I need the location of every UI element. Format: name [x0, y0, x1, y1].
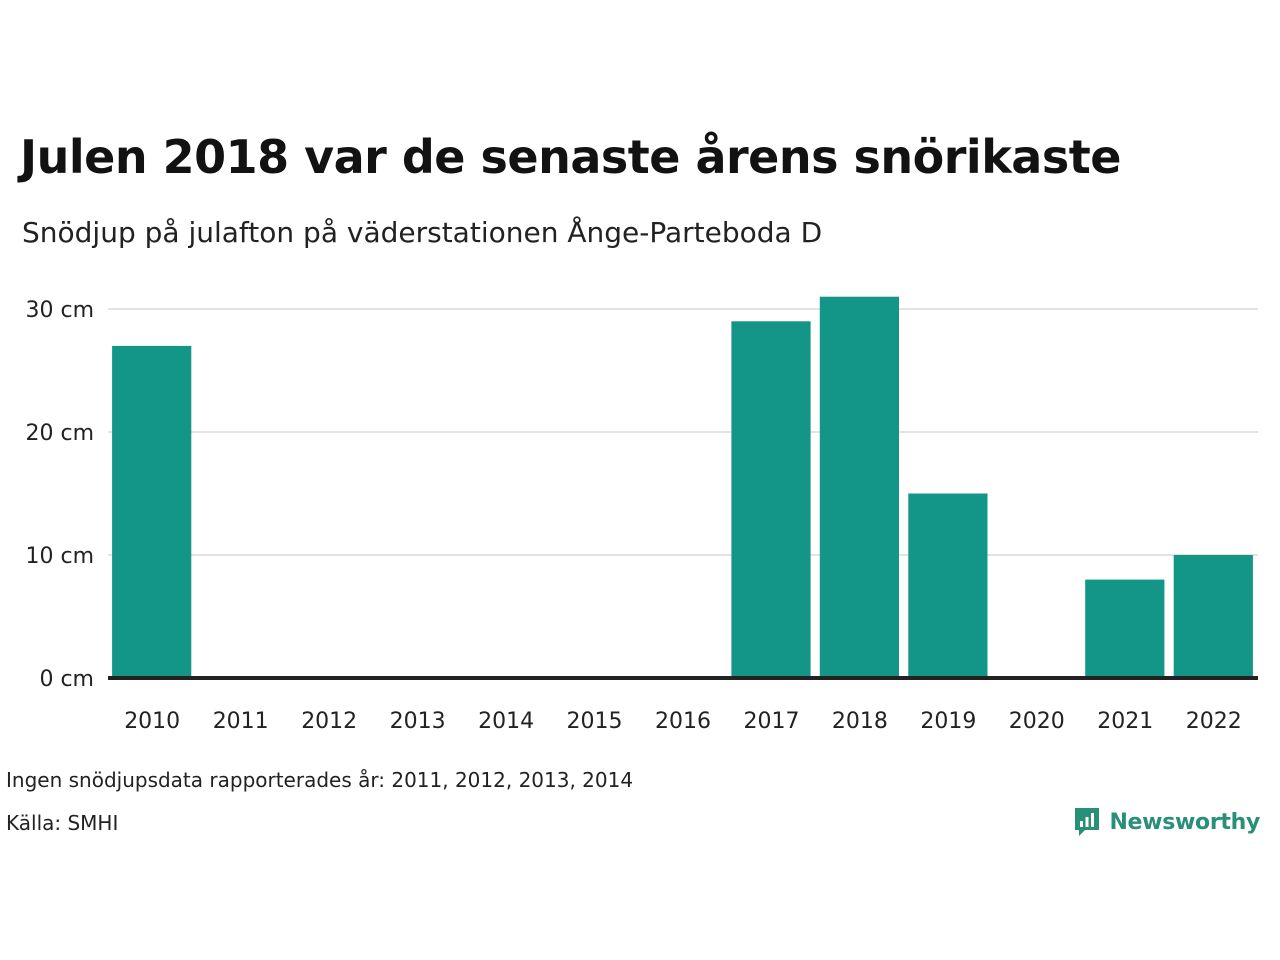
y-tick-label: 30 cm [25, 298, 94, 323]
x-tick-label: 2010 [124, 709, 180, 734]
bar-2022 [1173, 555, 1253, 678]
newsworthy-logo-icon [1075, 808, 1100, 836]
x-tick-label: 2012 [301, 709, 357, 734]
x-tick-label: 2021 [1097, 709, 1153, 734]
y-tick-label: 20 cm [25, 421, 94, 446]
bars [112, 296, 1253, 678]
x-tick-label: 2011 [213, 709, 269, 734]
x-tick-label: 2013 [390, 709, 446, 734]
x-tick-label: 2020 [1009, 709, 1065, 734]
y-axis-ticks: 0 cm 10 cm 20 cm 30 cm [25, 298, 94, 692]
x-tick-label: 2022 [1186, 709, 1242, 734]
source-label: Källa: SMHI [6, 811, 119, 835]
brand-logo: Newsworthy [1073, 806, 1260, 838]
x-tick-label: 2016 [655, 709, 711, 734]
bar-2021 [1085, 579, 1165, 678]
bar-2018 [819, 296, 899, 678]
brand-name: Newsworthy [1109, 809, 1260, 835]
bar-2019 [908, 493, 988, 678]
y-tick-label: 10 cm [25, 544, 94, 569]
bar-chart: 0 cm 10 cm 20 cm 30 cm 2010 2011 2012 2013 2014… [25, 296, 1258, 734]
x-tick-label: 2014 [478, 709, 534, 734]
x-axis-ticks: 2010 2011 2012 2013 2014 2015 2016 2017 2018 2019… [124, 709, 1242, 734]
bar-2010 [112, 345, 192, 678]
x-tick-label: 2015 [567, 709, 623, 734]
gridlines [108, 308, 1258, 556]
chart-subtitle: Snödjup på julafton på väderstationen Ån… [22, 216, 823, 249]
y-tick-label: 0 cm [39, 667, 94, 692]
x-tick-label: 2019 [920, 709, 976, 734]
chart-title: Julen 2018 var de senaste årens snörikas… [20, 130, 1121, 184]
bar-2017 [731, 321, 811, 678]
missing-data-note: Ingen snödjupsdata rapporterades år: 201… [6, 768, 634, 792]
x-tick-label: 2017 [744, 709, 800, 734]
x-tick-label: 2018 [832, 709, 888, 734]
